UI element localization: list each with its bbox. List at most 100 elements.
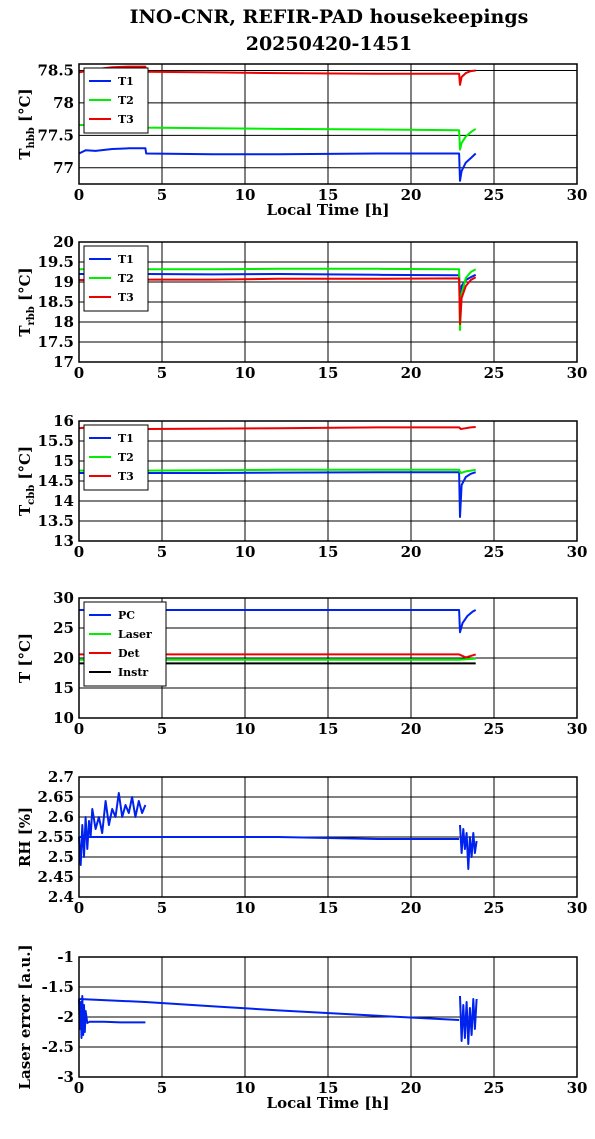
- y-tick-label: 15.5: [37, 432, 74, 450]
- y-axis-label-main: T [°C]: [16, 633, 34, 683]
- x-tick-label: 15: [318, 899, 339, 917]
- x-tick-label: 5: [157, 1079, 167, 1097]
- x-tick-label: 20: [401, 899, 422, 917]
- plot-frame: [78, 241, 578, 363]
- y-tick-label: 19.5: [37, 253, 74, 271]
- legend-label-laser: Laser: [118, 628, 152, 641]
- plot-frame: [78, 956, 578, 1078]
- legend-label-t1: T1: [118, 75, 134, 88]
- series-line-trace-0: [78, 792, 147, 866]
- y-tick-label: 15: [53, 452, 74, 470]
- y-tick-label: 14: [53, 492, 74, 510]
- y-axis-label-subscript: hbb: [26, 127, 37, 148]
- y-tick-label: 78: [53, 94, 74, 112]
- legend-label-t3: T3: [118, 470, 134, 483]
- series-line-trace-1: [79, 836, 460, 840]
- x-tick-label: 20: [401, 543, 422, 561]
- figure-title: INO-CNR, REFIR-PAD housekeepings: [130, 6, 529, 28]
- x-tick-label: 25: [484, 1079, 505, 1097]
- y-tick-label: 30: [53, 589, 74, 607]
- y-tick-label: 2.65: [37, 788, 74, 806]
- series-line-t2: [79, 468, 476, 474]
- y-tick-label: 2.45: [37, 868, 74, 886]
- series-line-t3: [78, 65, 476, 86]
- legend-label-t2: T2: [118, 272, 134, 285]
- panel-4: 10 15 20 25 30 0 5 10 15 20 25 30 T [°C] PC Laser Det In…: [16, 589, 587, 738]
- x-tick-label: 10: [235, 186, 256, 204]
- x-tick-label: 0: [74, 186, 84, 204]
- series-line-trace-1: [89, 1020, 146, 1024]
- legend-label-t3: T3: [118, 113, 134, 126]
- x-tick-label: 15: [318, 1079, 339, 1097]
- panel-6: -3 -2.5 -2 -1.5 -1 0 5 10 15 20 25 30 Local Time [h]…: [16, 944, 587, 1112]
- y-tick-label: 78.5: [37, 61, 74, 79]
- y-axis-label: Laser error [a.u.]: [16, 944, 34, 1089]
- series-line-t1: [79, 471, 477, 518]
- y-axis-label-subscript: rbb: [26, 306, 37, 325]
- x-tick-label: 0: [74, 720, 84, 738]
- y-tick-label: 20: [53, 233, 74, 251]
- x-axis-label: Local Time [h]: [267, 201, 390, 219]
- y-tick-label: 2.6: [48, 808, 74, 826]
- x-tick-label: 20: [401, 186, 422, 204]
- y-axis-label: Tcbb [°C]: [16, 446, 37, 516]
- x-tick-label: 5: [157, 720, 167, 738]
- legend-label-det: Det: [118, 647, 141, 660]
- y-tick-label: 16: [53, 412, 74, 430]
- y-tick-label: -2: [57, 1008, 74, 1026]
- x-tick-label: 25: [484, 543, 505, 561]
- x-tick-label: 30: [567, 720, 588, 738]
- plot-frame: [78, 776, 578, 898]
- x-tick-label: 0: [74, 899, 84, 917]
- legend-label-instr: Instr: [118, 666, 148, 679]
- x-tick-label: 10: [235, 899, 256, 917]
- y-axis-label-unit: [°C]: [16, 267, 34, 306]
- y-axis-label-subscript: cbb: [26, 485, 37, 505]
- series-line-pc: [79, 609, 477, 634]
- y-axis-label-main: RH [%]: [16, 807, 34, 867]
- legend: T1 T2 T3: [83, 67, 149, 134]
- y-tick-label: 14.5: [37, 472, 74, 490]
- series-line-trace-3: [459, 995, 478, 1045]
- legend-label-t2: T2: [118, 94, 134, 107]
- y-tick-label: -3: [57, 1068, 74, 1086]
- x-tick-label: 25: [484, 364, 505, 382]
- legend: T1 T2 T3: [83, 424, 149, 491]
- x-tick-label: 10: [235, 1079, 256, 1097]
- y-tick-label: 25: [53, 619, 74, 637]
- x-tick-label: 20: [401, 720, 422, 738]
- y-tick-label: 18: [53, 313, 74, 331]
- panel-2: 17 17.5 18 18.5 19 19.5 20 0 5 10 15 20 25 30 Trbb [°C…: [16, 233, 587, 382]
- legend: PC Laser Det Instr: [83, 601, 167, 687]
- y-axis-label-main: T: [16, 148, 34, 160]
- y-tick-label: 77.5: [37, 126, 74, 144]
- y-tick-label: 15: [53, 679, 74, 697]
- legend-label-t1: T1: [118, 253, 134, 266]
- x-tick-label: 30: [567, 1079, 588, 1097]
- y-tick-label: 2.55: [37, 828, 74, 846]
- legend-label-pc: PC: [118, 609, 135, 622]
- x-tick-label: 25: [484, 899, 505, 917]
- x-tick-label: 15: [318, 720, 339, 738]
- y-tick-label: 19: [53, 273, 74, 291]
- y-axis-label-unit: [°C]: [16, 88, 34, 127]
- y-axis-label: Trbb [°C]: [16, 267, 37, 336]
- x-tick-label: 0: [74, 364, 84, 382]
- legend: T1 T2 T3: [83, 245, 149, 312]
- y-axis-label-main: Laser error [a.u.]: [16, 944, 34, 1089]
- x-tick-label: 30: [567, 364, 588, 382]
- series-line-trace-0: [78, 995, 90, 1039]
- x-tick-label: 10: [235, 364, 256, 382]
- panel-3: 13 13.5 14 14.5 15 15.5 16 0 5 10 15 20 25 30 Tcbb [°C…: [16, 412, 587, 561]
- y-tick-label: -2.5: [42, 1038, 74, 1056]
- x-tick-label: 0: [74, 543, 84, 561]
- y-tick-label: 17.5: [37, 333, 74, 351]
- x-tick-label: 10: [235, 720, 256, 738]
- panel-1: 77 77.5 78 78.5 0 5 10 15 20 25 30 Local Time [h] Th…: [16, 61, 587, 219]
- series-line-t1: [78, 147, 477, 182]
- x-tick-label: 5: [157, 364, 167, 382]
- x-tick-label: 30: [567, 899, 588, 917]
- legend-label-t3: T3: [118, 291, 134, 304]
- y-axis-label: RH [%]: [16, 807, 34, 867]
